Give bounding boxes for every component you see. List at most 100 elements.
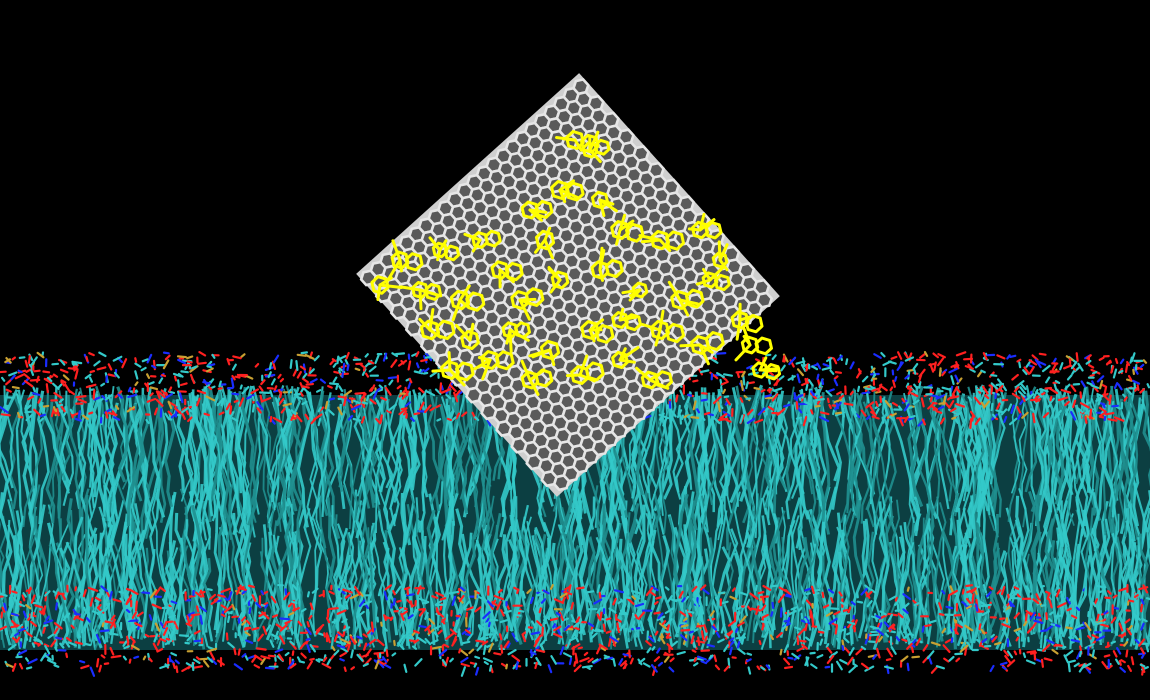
headgroup-atom: [127, 386, 132, 393]
headgroup-atom: [251, 626, 260, 631]
headgroup-atom: [254, 654, 263, 662]
headgroup-atom: [59, 368, 69, 374]
headgroup-atom: [1092, 602, 1097, 608]
headgroup-atom: [437, 629, 443, 635]
headgroup-atom: [77, 398, 87, 404]
ligand-molecule: [490, 260, 524, 289]
headgroup-atom: [379, 414, 383, 424]
headgroup-atom: [681, 597, 686, 603]
lipid-tail: [399, 398, 417, 546]
headgroup-atom: [56, 407, 60, 417]
headgroup-atom: [760, 388, 766, 393]
headgroup-atom: [296, 396, 303, 400]
ligand-bond: [548, 348, 556, 367]
ligand-molecule: [431, 351, 475, 387]
headgroup-atom: [160, 587, 166, 593]
headgroup-atom: [275, 623, 284, 630]
headgroup-atom: [474, 606, 482, 613]
headgroup-atom: [693, 591, 702, 599]
headgroup-atom: [1125, 387, 1133, 395]
headgroup-atom: [849, 361, 855, 370]
headgroup-atom: [664, 651, 671, 657]
headgroup-atom: [976, 370, 983, 378]
headgroup-atom: [1017, 390, 1026, 398]
headgroup-atom: [1144, 642, 1150, 653]
ligand-molecule: [428, 236, 461, 262]
headgroup-atom: [1140, 598, 1145, 605]
headgroup-atom: [374, 659, 380, 670]
headgroup-atom: [95, 633, 102, 644]
headgroup-atom: [835, 402, 840, 410]
lipid-tail: [617, 538, 632, 631]
ligand-molecule: [590, 190, 618, 217]
headgroup-atom: [913, 383, 919, 390]
headgroup-atom: [1075, 626, 1085, 631]
lipid-tail: [218, 390, 233, 488]
headgroup-atom: [985, 591, 992, 598]
lipid-tail: [740, 389, 759, 493]
lipid-tail: [408, 535, 427, 638]
headgroup-atom: [1096, 375, 1105, 383]
headgroup-atom: [1068, 591, 1076, 602]
headgroup-atom: [884, 400, 892, 408]
headgroup-atom: [184, 641, 190, 645]
headgroup-atom: [573, 660, 577, 667]
headgroup-atom: [1134, 638, 1140, 645]
headgroup-atom: [93, 360, 101, 367]
headgroup-atom: [354, 585, 361, 596]
headgroup-atom: [903, 416, 909, 423]
lipid-tail: [84, 494, 94, 631]
headgroup-atom: [680, 628, 691, 632]
headgroup-atom: [856, 385, 861, 393]
headgroup-atom: [878, 622, 883, 629]
headgroup-atom: [192, 665, 203, 669]
headgroup-atom: [394, 585, 402, 595]
headgroup-atom: [179, 382, 188, 387]
headgroup-atom: [162, 598, 167, 606]
ligand-ring: [744, 314, 764, 334]
headgroup-atom: [213, 597, 219, 602]
headgroup-atom: [393, 639, 396, 647]
headgroup-atom: [392, 597, 396, 606]
headgroup-atom: [299, 365, 306, 371]
ligand-bond: [615, 228, 622, 246]
lipid-tail: [926, 388, 942, 488]
headgroup-atom: [826, 397, 830, 404]
headgroup-atom: [980, 401, 986, 408]
headgroup-atom: [80, 664, 90, 670]
headgroup-atom: [841, 644, 845, 652]
headgroup-atom: [960, 642, 966, 650]
headgroup-atom: [871, 415, 880, 420]
headgroup-atom: [237, 586, 247, 591]
headgroup-atom: [1013, 612, 1021, 620]
lipid-tail: [84, 529, 98, 646]
headgroup-atom: [458, 648, 462, 654]
headgroup-atom: [869, 633, 880, 637]
headgroup-atom: [989, 664, 995, 673]
headgroup-atom: [1023, 366, 1031, 375]
lipid-tail: [163, 495, 176, 641]
headgroup-atom: [446, 417, 452, 422]
headgroup-atom: [756, 665, 761, 671]
lipid-tail: [1007, 403, 1021, 523]
ligand-molecule: [730, 302, 764, 341]
headgroup-atom: [237, 626, 241, 637]
headgroup-atom: [331, 645, 336, 652]
ligand-bond: [471, 238, 482, 253]
ligand-ring: [585, 361, 605, 382]
headgroup-atom: [125, 635, 130, 644]
headgroup-atom: [856, 600, 864, 604]
lipid-tail: [410, 519, 422, 643]
headgroup-atom: [599, 586, 606, 596]
headgroup-atom: [418, 401, 425, 411]
headgroup-atom: [1084, 416, 1088, 424]
headgroup-atom: [31, 642, 36, 648]
headgroup-atom: [210, 599, 218, 606]
headgroup-atom: [367, 360, 375, 365]
headgroup-atom: [1004, 654, 1012, 664]
headgroup-atom: [414, 658, 423, 667]
lipid-tail: [1084, 507, 1097, 635]
lipid-tail: [0, 587, 16, 648]
headgroup-atom: [804, 656, 810, 667]
headgroup-atom: [964, 624, 974, 632]
